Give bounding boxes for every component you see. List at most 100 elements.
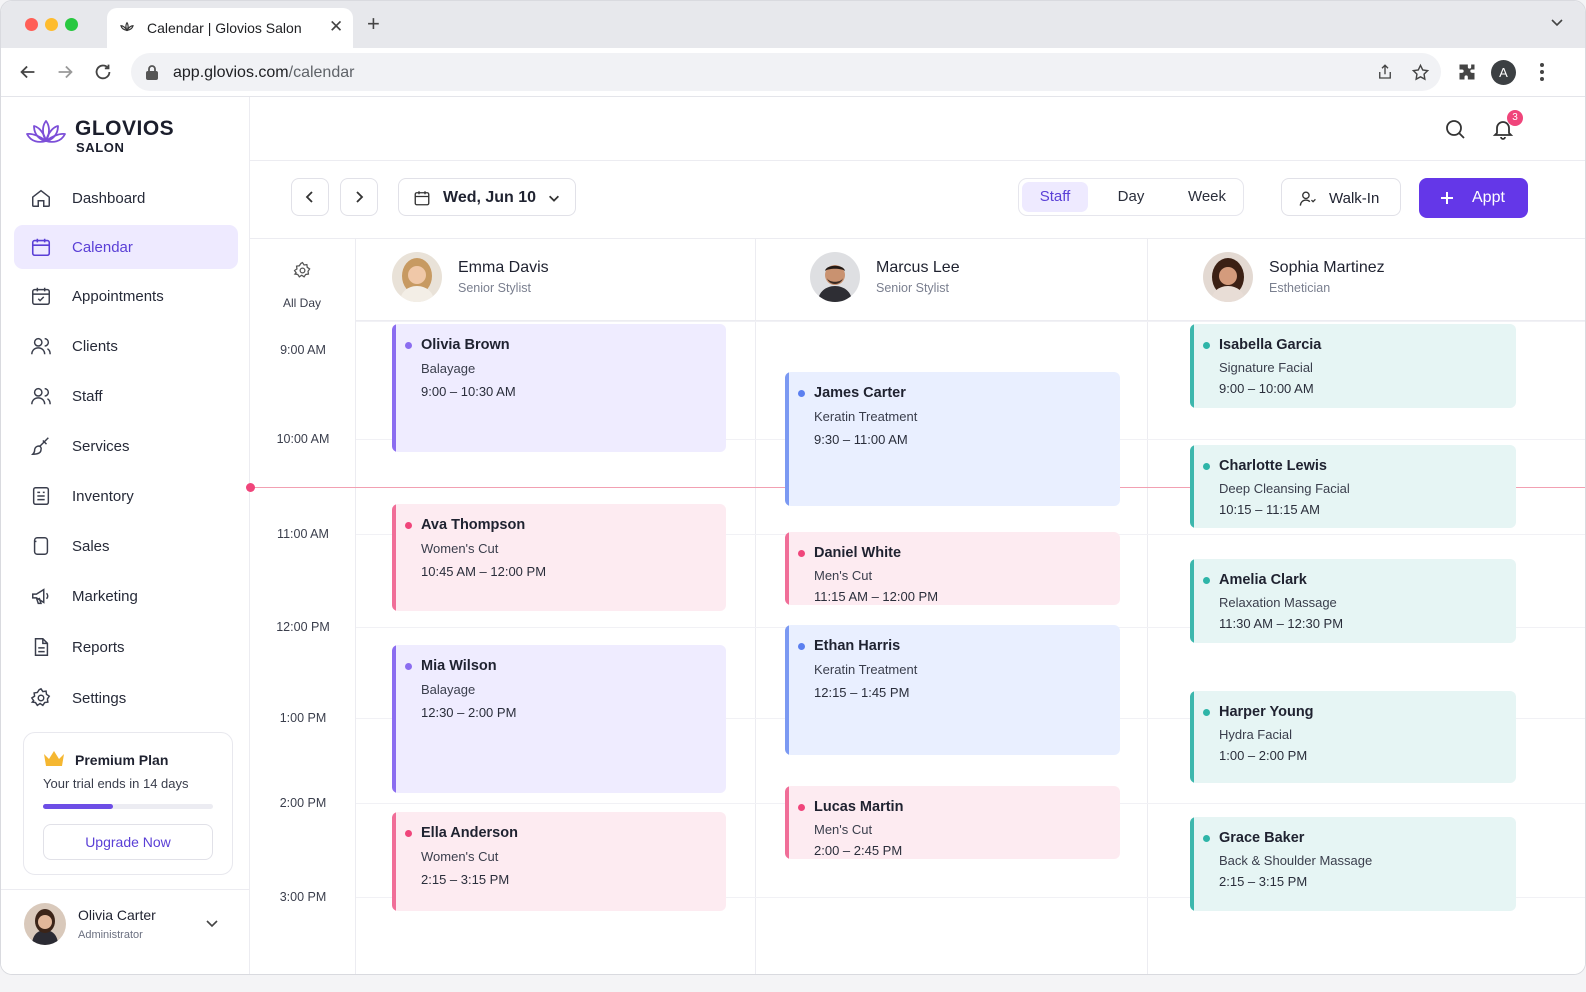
trial-remaining-text: Your trial ends in 14 days [43, 776, 189, 791]
maximize-window-button[interactable] [65, 18, 78, 31]
appointment-card[interactable]: Olivia Brown Balayage 9:00 – 10:30 AM [392, 324, 726, 452]
sidebar-item-reports[interactable]: Reports [14, 625, 238, 669]
time-label: 1:00 PM [279, 711, 327, 725]
appointment-card[interactable]: Ava Thompson Women's Cut 10:45 AM – 12:0… [392, 504, 726, 611]
all-day-label: All Day [283, 296, 322, 310]
staff-role: Esthetician [1269, 281, 1331, 295]
browser-profile-avatar[interactable]: A [1491, 60, 1516, 85]
appointment-card[interactable]: James Carter Keratin Treatment 9:30 – 11… [785, 372, 1120, 506]
appointment-card[interactable]: Amelia Clark Relaxation Massage 11:30 AM… [1190, 559, 1516, 643]
view-staff-button[interactable]: Staff [1022, 182, 1088, 212]
service-name: Men's Cut [814, 568, 873, 583]
appointment-card[interactable]: Charlotte Lewis Deep Cleansing Facial 10… [1190, 445, 1516, 528]
address-bar[interactable]: app.glovios.com/calendar [131, 53, 1441, 91]
notification-badge: 3 [1507, 110, 1523, 126]
client-name: Mia Wilson [421, 658, 497, 674]
appointment-time: 2:00 – 2:45 PM [814, 843, 903, 858]
client-name: Amelia Clark [1219, 572, 1307, 588]
share-icon[interactable] [1376, 63, 1394, 81]
time-label: 10:00 AM [276, 432, 330, 446]
hour-line [356, 321, 1585, 322]
view-week-button[interactable]: Week [1187, 188, 1227, 205]
minimize-window-button[interactable] [45, 18, 58, 31]
next-day-button[interactable] [340, 178, 378, 216]
appointment-card[interactable]: Ethan Harris Keratin Treatment 12:15 – 1… [785, 625, 1120, 755]
browser-tab[interactable]: Calendar | Glovios Salon ✕ [107, 8, 353, 48]
user-role: Administrator [78, 929, 143, 941]
appointment-card[interactable]: Daniel White Men's Cut 11:15 AM – 12:00 … [785, 532, 1120, 605]
back-arrow-icon[interactable] [17, 61, 39, 83]
user-walkin-icon [1299, 191, 1316, 206]
service-name: Keratin Treatment [814, 662, 918, 677]
service-name: Balayage [421, 361, 476, 376]
client-name: Ava Thompson [421, 517, 526, 533]
appointment-card[interactable]: Ella Anderson Women's Cut 2:15 – 3:15 PM [392, 812, 726, 911]
gear-icon[interactable] [293, 261, 312, 280]
lotus-logo-icon [26, 120, 66, 143]
appointment-card[interactable]: Grace Baker Back & Shoulder Massage 2:15… [1190, 817, 1516, 911]
staff-avatar-marcus[interactable] [810, 252, 860, 302]
appointment-time: 9:00 – 10:00 AM [1219, 381, 1314, 396]
sidebar-item-staff[interactable]: Staff [14, 374, 238, 418]
notifications-bell-icon[interactable] [1491, 117, 1515, 141]
client-name: James Carter [814, 385, 906, 401]
tab-title: Calendar | Glovios Salon [147, 20, 302, 36]
client-name: Daniel White [814, 545, 902, 561]
client-name: Olivia Brown [421, 337, 510, 353]
lock-icon [146, 65, 158, 80]
sidebar-item-sales[interactable]: Sales [14, 524, 238, 568]
view-day-button[interactable]: Day [1117, 188, 1145, 205]
previous-day-button[interactable] [291, 178, 329, 216]
trial-progress-bar [43, 804, 213, 809]
appointment-card[interactable]: Lucas Martin Men's Cut 2:00 – 2:45 PM [785, 786, 1120, 859]
appointment-time: 9:30 – 11:00 AM [814, 432, 908, 447]
sidebar-item-clients[interactable]: Clients [14, 324, 238, 368]
close-tab-icon[interactable]: ✕ [329, 17, 344, 36]
sidebar-item-dashboard[interactable]: Dashboard [14, 176, 238, 220]
appointment-time: 9:00 – 10:30 AM [421, 384, 516, 399]
premium-plan-card: Premium Plan Your trial ends in 14 days … [23, 732, 233, 875]
staff-role: Senior Stylist [458, 281, 531, 295]
home-icon [32, 189, 50, 207]
sidebar-item-settings[interactable]: Settings [14, 676, 238, 720]
trial-progress-fill [43, 804, 113, 809]
new-tab-icon[interactable]: + [367, 11, 380, 36]
appointment-time: 10:45 AM – 12:00 PM [421, 564, 547, 579]
sidebar-item-appointments[interactable]: Appointments [14, 274, 238, 318]
sidebar-item-services[interactable]: Services [14, 424, 238, 468]
reload-icon[interactable] [92, 61, 114, 83]
service-name: Men's Cut [814, 822, 873, 837]
extensions-puzzle-icon[interactable] [1457, 62, 1477, 82]
chevron-down-icon[interactable] [204, 915, 220, 931]
bookmark-star-icon[interactable] [1411, 63, 1430, 82]
service-name: Deep Cleansing Facial [1219, 481, 1350, 496]
browser-menu-icon[interactable] [1533, 62, 1551, 82]
calendar-grid: All Day 9:00 AM 10:00 AM 11:00 AM 12:00 … [246, 239, 1585, 974]
forward-arrow-icon[interactable] [54, 61, 76, 83]
staff-avatar-emma[interactable] [392, 252, 442, 302]
service-name: Keratin Treatment [814, 409, 918, 424]
tab-search-chevron-icon[interactable] [1549, 14, 1565, 30]
staff-avatar-sophia[interactable] [1203, 252, 1253, 302]
staff-photo-image [810, 252, 860, 302]
sidebar-item-calendar[interactable]: Calendar [14, 225, 238, 269]
sidebar-item-inventory[interactable]: Inventory [14, 474, 238, 518]
walk-in-button[interactable]: Walk-In [1281, 178, 1401, 216]
salon-app: GLOVIOS SALON Dashboard Calendar Appoint… [1, 97, 1585, 974]
search-icon[interactable] [1443, 117, 1467, 141]
staff-icon [31, 387, 51, 405]
sidebar-item-marketing[interactable]: Marketing [14, 574, 238, 618]
appointment-time: 11:15 AM – 12:00 PM [814, 589, 939, 604]
upgrade-now-button[interactable]: Upgrade Now [43, 824, 213, 860]
service-name: Back & Shoulder Massage [1219, 853, 1373, 868]
appointment-card[interactable]: Mia Wilson Balayage 12:30 – 2:00 PM [392, 645, 726, 793]
brand-name: GLOVIOS [75, 117, 175, 140]
date-picker[interactable]: Wed, Jun 10 [398, 178, 576, 216]
appointment-card[interactable]: Harper Young Hydra Facial 1:00 – 2:00 PM [1190, 691, 1516, 783]
appointment-card[interactable]: Isabella Garcia Signature Facial 9:00 – … [1190, 324, 1516, 408]
client-name: Charlotte Lewis [1219, 458, 1327, 474]
client-name: Isabella Garcia [1219, 337, 1322, 353]
user-avatar[interactable] [24, 903, 66, 945]
close-window-button[interactable] [25, 18, 38, 31]
new-appointment-button[interactable]: Appt [1419, 178, 1528, 218]
